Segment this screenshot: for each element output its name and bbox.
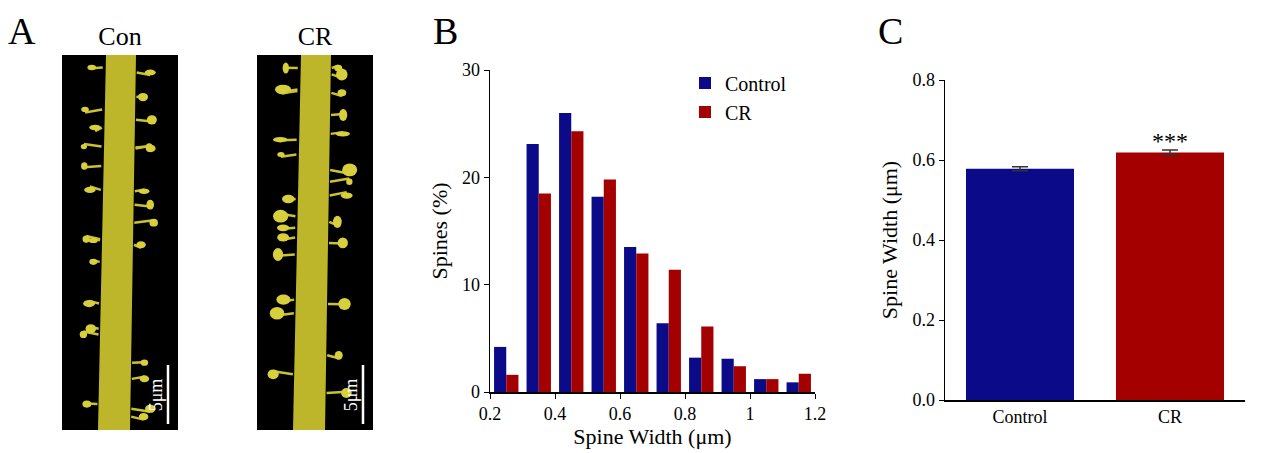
svg-text:Spine Width (μm): Spine Width (μm) <box>877 161 902 319</box>
svg-text:30: 30 <box>462 60 480 80</box>
svg-text:5μm: 5μm <box>341 379 361 412</box>
svg-text:0: 0 <box>471 382 480 402</box>
svg-text:0.0: 0.0 <box>912 390 935 410</box>
svg-text:CR: CR <box>725 102 752 124</box>
svg-text:Spines (%): Spines (%) <box>427 182 452 279</box>
svg-text:***: *** <box>1152 128 1188 154</box>
svg-text:0.6: 0.6 <box>912 150 935 170</box>
svg-text:10: 10 <box>462 275 480 295</box>
svg-text:Con: Con <box>98 22 141 51</box>
svg-text:0.4: 0.4 <box>544 404 567 424</box>
svg-text:Control: Control <box>725 73 787 95</box>
svg-text:Control: Control <box>992 407 1047 427</box>
svg-text:5μm: 5μm <box>146 379 166 412</box>
svg-text:20: 20 <box>462 168 480 188</box>
html-text:C: C <box>878 10 904 52</box>
svg-text:Spine Width (μm): Spine Width (μm) <box>573 424 731 449</box>
svg-text:0.4: 0.4 <box>912 230 935 250</box>
html-text:A: A <box>8 10 36 52</box>
html-text:B: B <box>433 10 459 52</box>
svg-text:1: 1 <box>746 404 755 424</box>
svg-text:1.2: 1.2 <box>804 404 827 424</box>
svg-text:CR: CR <box>298 22 333 51</box>
svg-text:0.2: 0.2 <box>912 310 935 330</box>
svg-text:CR: CR <box>1158 407 1182 427</box>
svg-text:0.2: 0.2 <box>479 404 502 424</box>
svg-text:0.6: 0.6 <box>609 404 632 424</box>
svg-text:0.8: 0.8 <box>912 70 935 90</box>
svg-text:0.8: 0.8 <box>674 404 697 424</box>
